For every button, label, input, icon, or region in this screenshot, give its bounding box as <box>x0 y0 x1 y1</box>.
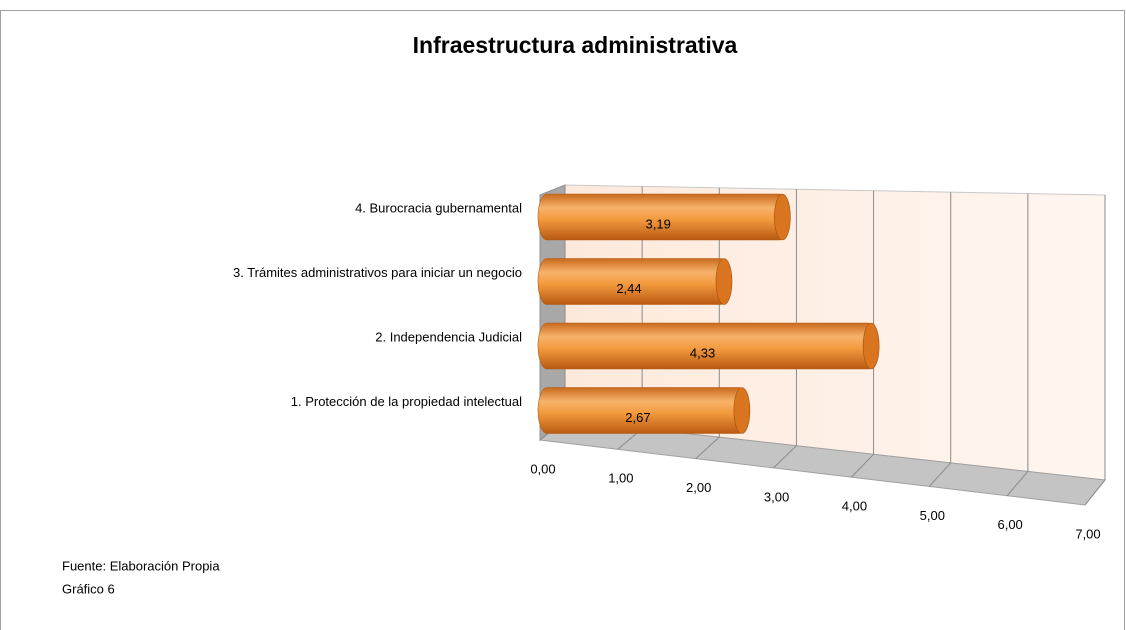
grid-line <box>928 192 952 487</box>
y-tick-label: 2. Independencia Judicial <box>375 329 522 344</box>
x-tick-label: 1,00 <box>608 471 633 486</box>
bar-cap <box>715 258 733 305</box>
note: Fuente: Elaboración Propia <box>62 558 220 573</box>
x-tick-label: 7,00 <box>1075 526 1100 541</box>
x-tick-label: 3,00 <box>764 489 789 504</box>
grid-line <box>1006 193 1029 497</box>
x-tick-label: 6,00 <box>997 517 1022 532</box>
chart-title: Infraestructura administrativa <box>413 32 738 58</box>
bar-cap <box>774 193 791 241</box>
x-tick-label: 4,00 <box>842 499 867 514</box>
x-tick-label: 2,00 <box>686 480 711 495</box>
y-tick-label: 3. Trámites administrativos para iniciar… <box>233 265 522 280</box>
grid-line <box>773 189 797 469</box>
value-label: 3,19 <box>646 216 671 231</box>
value-label: 2,44 <box>616 281 641 296</box>
x-tick-label: 0,00 <box>530 461 555 476</box>
y-tick-label: 1. Protección de la propiedad intelectua… <box>291 394 522 409</box>
frame <box>0 10 1125 630</box>
grid-line <box>851 190 875 478</box>
value-label: 4,33 <box>690 345 715 360</box>
value-label: 2,67 <box>625 410 650 425</box>
grid-line <box>1084 195 1106 506</box>
y-tick-label: 4. Burocracia gubernamental <box>355 200 522 215</box>
bar-cap <box>733 387 751 434</box>
x-tick-label: 5,00 <box>920 508 945 523</box>
bar-cap <box>862 322 880 370</box>
note: Gráfico 6 <box>62 581 115 596</box>
